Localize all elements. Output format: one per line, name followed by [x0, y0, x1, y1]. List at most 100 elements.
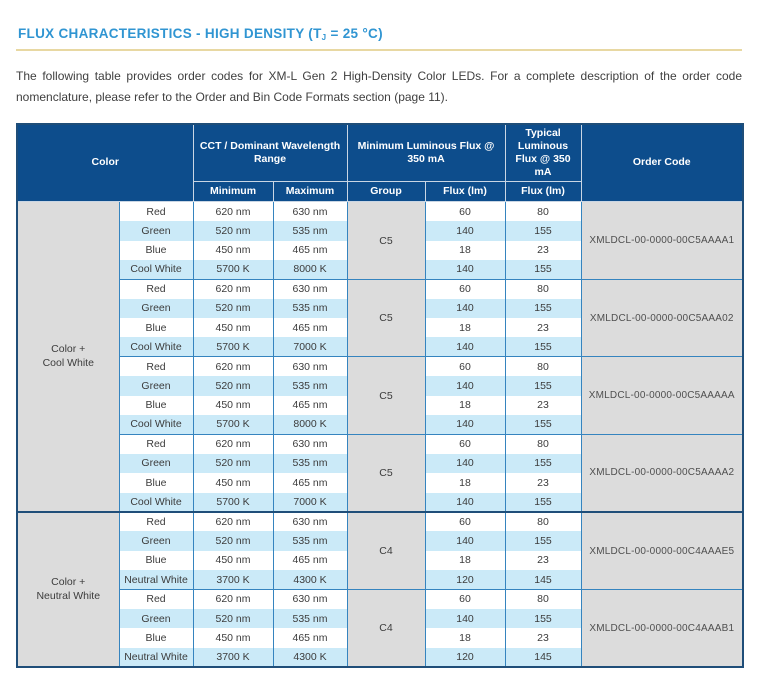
- table-row: Cool White 5700 K 7000 K 140 155: [17, 492, 743, 512]
- wavelength-max-cell: 630 nm: [272, 356, 348, 377]
- min-flux-cell: 60: [424, 278, 506, 299]
- order-code-cell: XMLDCL-00-0000-00C5AAAA2: [580, 433, 744, 512]
- table-row: Color + Neutral White Red 620 nm 630 nm C4 60…: [16, 510, 744, 668]
- typ-flux-cell: 80: [504, 589, 582, 609]
- intro-paragraph: The following table provides order codes…: [16, 69, 742, 105]
- wavelength-max-cell: 630 nm: [272, 201, 348, 222]
- typ-flux-cell: 145: [504, 570, 582, 590]
- color-name-cell: Blue: [118, 473, 194, 493]
- min-flux-cell: 140: [424, 298, 506, 319]
- min-flux-cell: 140: [424, 531, 506, 551]
- wavelength-max-cell: 630 nm: [272, 433, 348, 454]
- table-row: Neutral White 3700 K 4300 K 120 145: [17, 570, 743, 590]
- table-row: Green 520 nm 535 nm 140 155: [17, 298, 743, 319]
- wavelength-min-cell: 450 nm: [192, 318, 274, 338]
- wavelength-max-cell: 7000 K: [272, 492, 348, 512]
- wavelength-min-cell: 450 nm: [192, 395, 274, 416]
- order-code-cell: XMLDCL-00-0000-00C5AAAA1: [580, 201, 744, 280]
- typ-flux-cell: 145: [504, 647, 582, 668]
- min-flux-cell: 60: [424, 589, 506, 609]
- wavelength-min-cell: 520 nm: [192, 221, 274, 241]
- table-row: Cool White 5700 K 7000 K 140 155: [17, 337, 743, 357]
- table-row: Color + Cool White Red 620 nm 630 nm C5 60 80 X…: [16, 201, 744, 512]
- wavelength-max-cell: 630 nm: [272, 589, 348, 609]
- typ-flux-cell: 155: [504, 415, 582, 435]
- page-title-suffix: = 25 °C): [326, 26, 383, 41]
- table-row: Blue 450 nm 465 nm 18 23: [17, 395, 743, 416]
- wavelength-max-cell: 4300 K: [272, 570, 348, 590]
- table-row: Green 520 nm 535 nm 140 155: [17, 221, 743, 241]
- wavelength-min-cell: 520 nm: [192, 298, 274, 319]
- wavelength-min-cell: 620 nm: [192, 201, 274, 222]
- typ-flux-cell: 80: [504, 201, 582, 222]
- wavelength-max-cell: 535 nm: [272, 221, 348, 241]
- table-row: Red 620 nm 630 nm C5 60 80 XMLDCL-00-0000-00C5…: [17, 278, 744, 357]
- table-header: Color CCT / Dominant Wavelength Range Mi…: [16, 123, 744, 203]
- order-code-cell: XMLDCL-00-0000-00C5AAAAA: [580, 356, 744, 435]
- min-flux-cell: 120: [424, 570, 506, 590]
- min-flux-cell: 60: [424, 510, 506, 532]
- wavelength-min-cell: 5700 K: [192, 259, 274, 280]
- table-row: Blue 450 nm 465 nm 18 23: [17, 473, 743, 493]
- wavelength-min-cell: 620 nm: [192, 356, 274, 377]
- color-name-cell: Red: [118, 278, 194, 299]
- wavelength-min-cell: 520 nm: [192, 531, 274, 551]
- typ-flux-cell: 80: [504, 278, 582, 299]
- min-flux-cell: 18: [424, 240, 506, 260]
- table-row: Blue 450 nm 465 nm 18 23: [17, 550, 743, 571]
- typ-flux-cell: 155: [504, 337, 582, 357]
- wavelength-max-cell: 630 nm: [272, 278, 348, 299]
- typ-flux-cell: 23: [504, 240, 582, 260]
- typ-flux-cell: 23: [504, 628, 582, 648]
- wavelength-max-cell: 8000 K: [272, 415, 348, 435]
- min-flux-cell: 140: [424, 376, 506, 396]
- wavelength-min-cell: 450 nm: [192, 240, 274, 260]
- table-row: Cool White 5700 K 8000 K 140 155: [17, 415, 743, 435]
- min-flux-cell: 18: [424, 318, 506, 338]
- flux-group-cell: C5: [346, 201, 426, 280]
- page-title-text: FLUX CHARACTERISTICS - HIGH DENSITY (T: [18, 26, 322, 41]
- wavelength-max-cell: 465 nm: [272, 473, 348, 493]
- typ-flux-cell: 155: [504, 221, 582, 241]
- flux-group-cell: C5: [346, 278, 426, 357]
- wavelength-max-cell: 4300 K: [272, 647, 348, 668]
- header-typ-flux: Typical Luminous Flux @ 350 mA: [504, 123, 582, 183]
- min-flux-cell: 120: [424, 647, 506, 668]
- wavelength-min-cell: 520 nm: [192, 453, 274, 474]
- flux-group-cell: C5: [346, 356, 426, 435]
- wavelength-min-cell: 450 nm: [192, 628, 274, 648]
- wavelength-max-cell: 465 nm: [272, 395, 348, 416]
- wavelength-max-cell: 535 nm: [272, 531, 348, 551]
- table-row: Green 520 nm 535 nm 140 155: [17, 453, 743, 474]
- color-name-cell: Cool White: [118, 259, 194, 280]
- table-row: Blue 450 nm 465 nm 18 23: [17, 318, 743, 338]
- typ-flux-cell: 80: [504, 433, 582, 454]
- wavelength-min-cell: 3700 K: [192, 647, 274, 668]
- typ-flux-cell: 80: [504, 356, 582, 377]
- min-flux-cell: 60: [424, 201, 506, 222]
- page-title-subscript: J: [321, 33, 327, 42]
- typ-flux-cell: 155: [504, 298, 582, 319]
- color-name-cell: Red: [118, 510, 194, 532]
- typ-flux-cell: 155: [504, 608, 582, 629]
- color-name-cell: Blue: [118, 240, 194, 260]
- wavelength-max-cell: 535 nm: [272, 608, 348, 629]
- wavelength-max-cell: 630 nm: [272, 510, 348, 532]
- typ-flux-cell: 155: [504, 259, 582, 280]
- wavelength-min-cell: 5700 K: [192, 492, 274, 512]
- wavelength-max-cell: 535 nm: [272, 376, 348, 396]
- min-flux-cell: 18: [424, 628, 506, 648]
- header-flux-lm-min: Flux (lm): [424, 181, 506, 203]
- table-row: Red 620 nm 630 nm C4 60 80 XMLDCL-00-0000-00C4…: [17, 589, 744, 668]
- min-flux-cell: 60: [424, 356, 506, 377]
- wavelength-max-cell: 7000 K: [272, 337, 348, 357]
- min-flux-cell: 140: [424, 337, 506, 357]
- wavelength-min-cell: 3700 K: [192, 570, 274, 590]
- typ-flux-cell: 155: [504, 531, 582, 551]
- wavelength-max-cell: 465 nm: [272, 318, 348, 338]
- min-flux-cell: 140: [424, 415, 506, 435]
- color-name-cell: Green: [118, 531, 194, 551]
- flux-characteristics-table: Color CCT / Dominant Wavelength Range Mi…: [16, 122, 745, 669]
- typ-flux-cell: 23: [504, 318, 582, 338]
- typ-flux-cell: 155: [504, 492, 582, 512]
